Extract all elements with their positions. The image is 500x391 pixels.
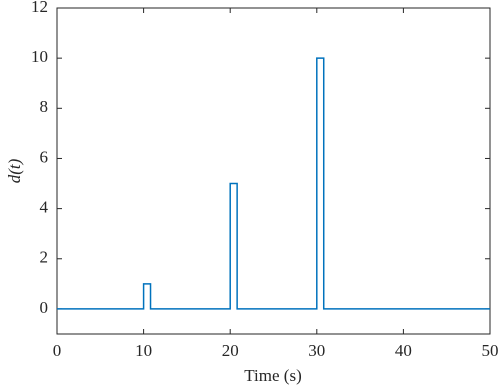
plot-area (56, 7, 491, 335)
y-tick-label: 6 (40, 147, 49, 166)
y-tick-label: 2 (40, 248, 49, 267)
y-tick-label: 0 (40, 298, 49, 317)
x-tick-label: 50 (482, 341, 499, 360)
y-axis-label: d(t) (5, 158, 24, 183)
y-tick-label: 10 (31, 47, 48, 66)
x-tick-label: 20 (222, 341, 239, 360)
y-tick-label: 4 (40, 198, 49, 217)
x-tick-label: 10 (135, 341, 152, 360)
y-tick-label: 12 (31, 0, 48, 16)
x-tick-label: 30 (308, 341, 325, 360)
x-axis-label: Time (s) (244, 366, 301, 385)
x-tick-label: 0 (53, 341, 62, 360)
y-tick-label: 8 (40, 97, 49, 116)
x-tick-label: 40 (395, 341, 412, 360)
data-line (57, 57, 490, 310)
